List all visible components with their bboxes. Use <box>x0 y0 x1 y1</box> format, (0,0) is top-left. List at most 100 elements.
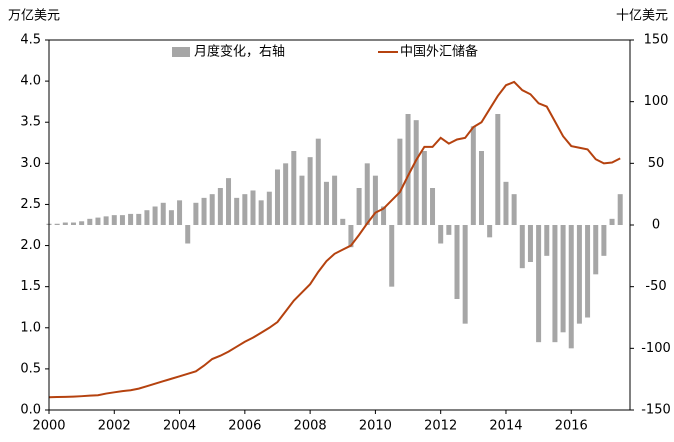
bar <box>87 218 93 225</box>
bar <box>234 197 240 225</box>
bar <box>95 217 101 225</box>
y-tick-label: 0.5 <box>20 361 41 376</box>
bar <box>185 225 191 244</box>
x-tick-label: 2004 <box>163 419 196 434</box>
y-axis-label: 万亿美元 <box>8 9 60 24</box>
bar <box>609 218 615 225</box>
y-tick-label: 3.5 <box>20 115 41 130</box>
bar <box>226 178 232 225</box>
bar <box>177 200 183 225</box>
bar <box>478 151 484 225</box>
y-tick-label: 1.5 <box>20 279 41 294</box>
bar <box>193 202 199 225</box>
legend-swatch <box>172 47 190 57</box>
bar <box>585 225 591 318</box>
bar <box>560 225 566 333</box>
bar <box>242 194 248 225</box>
y2-tick-label: 150 <box>644 33 669 48</box>
bar <box>511 194 517 225</box>
bar <box>144 210 150 225</box>
bar <box>299 175 305 225</box>
bar <box>217 188 223 225</box>
bar <box>389 225 395 287</box>
y-tick-label: 2.5 <box>20 197 41 212</box>
bar <box>315 138 321 225</box>
bar <box>291 151 297 225</box>
bar <box>209 194 215 225</box>
y-tick-label: 4.5 <box>20 33 41 48</box>
y2-axis-label: 十亿美元 <box>616 9 668 24</box>
bar <box>405 114 411 225</box>
bar <box>274 169 280 225</box>
y2-tick-label: -100 <box>641 341 671 356</box>
bar <box>62 222 68 225</box>
y2-tick-label: 100 <box>644 94 669 109</box>
bar <box>527 225 533 262</box>
bar <box>70 222 76 225</box>
bar <box>430 188 436 225</box>
legend-label: 中国外汇储备 <box>400 44 478 60</box>
bar <box>54 223 60 225</box>
bar <box>364 163 370 225</box>
bar <box>397 138 403 225</box>
bar <box>332 175 338 225</box>
y2-tick-label: -50 <box>645 279 666 294</box>
bar <box>421 151 427 225</box>
bar <box>266 191 272 225</box>
bar <box>152 206 158 225</box>
x-tick-label: 2016 <box>555 419 588 434</box>
bar <box>544 225 550 256</box>
bar <box>454 225 460 299</box>
x-tick-label: 2012 <box>424 419 457 434</box>
bar <box>495 114 501 225</box>
bar <box>119 215 125 225</box>
bar <box>552 225 558 343</box>
bar <box>323 181 329 225</box>
bar <box>348 225 354 248</box>
bar <box>111 215 117 225</box>
bar <box>168 210 174 225</box>
bar <box>250 190 256 225</box>
bar <box>79 221 85 225</box>
y-tick-label: 2.0 <box>20 238 41 253</box>
y-tick-label: 1.0 <box>20 320 41 335</box>
bar <box>340 218 346 225</box>
y2-tick-label: 0 <box>652 218 660 233</box>
bar <box>136 213 142 225</box>
bar <box>487 225 493 238</box>
bar <box>103 216 109 225</box>
bar <box>593 225 599 275</box>
bar <box>372 175 378 225</box>
y2-tick-label: -150 <box>641 403 671 418</box>
bar <box>381 206 387 225</box>
bar <box>307 157 313 225</box>
y-tick-label: 4.0 <box>20 74 41 89</box>
line <box>48 80 621 399</box>
y-tick-label: 0.0 <box>20 403 41 418</box>
plot-frame <box>48 39 631 411</box>
bar <box>438 225 444 244</box>
bar <box>413 120 419 225</box>
x-tick-label: 2006 <box>228 419 261 434</box>
bar <box>576 225 582 324</box>
legend-label: 月度变化，右轴 <box>194 44 285 60</box>
bar <box>446 225 452 235</box>
x-tick-label: 2002 <box>98 419 131 434</box>
bar <box>160 202 166 225</box>
x-tick-label: 2010 <box>359 419 392 434</box>
bar <box>601 225 607 256</box>
y2-tick-label: 50 <box>648 156 665 171</box>
bar <box>128 213 134 225</box>
bar <box>356 188 362 225</box>
bar <box>258 200 264 225</box>
y-tick-label: 3.0 <box>20 156 41 171</box>
bar <box>283 163 289 225</box>
bar <box>462 225 468 324</box>
x-tick-label: 2000 <box>32 419 65 434</box>
bar <box>617 194 623 225</box>
bar <box>503 181 509 225</box>
bar <box>519 225 525 269</box>
bar <box>568 225 574 349</box>
x-tick-label: 2008 <box>294 419 327 434</box>
